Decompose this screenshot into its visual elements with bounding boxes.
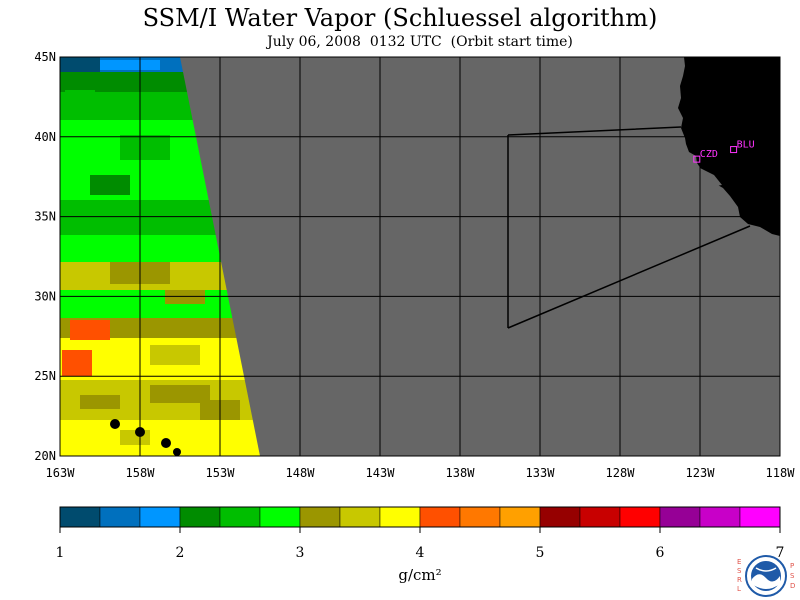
- colorbar-swatch: [379, 506, 421, 528]
- swath-patch: [60, 57, 100, 72]
- lon-tick-label: 143W: [366, 466, 396, 480]
- water-vapor-swath: [60, 57, 260, 456]
- svg-text:L: L: [737, 585, 741, 593]
- station-label: BLU: [737, 140, 755, 151]
- lat-tick-label: 35N: [34, 210, 56, 224]
- svg-text:R: R: [737, 576, 742, 584]
- colorbar-swatch: [339, 506, 381, 528]
- svg-text:S: S: [790, 572, 795, 580]
- station-marker: [693, 155, 701, 163]
- map-panel: CZD BLU: [59, 56, 781, 457]
- colorbar-swatch: [459, 506, 501, 528]
- colorbar-swatch: [99, 506, 141, 528]
- island: [161, 438, 171, 448]
- map-frame: [59, 56, 781, 457]
- station-label: CZD: [700, 149, 718, 160]
- lat-tick-label: 20N: [34, 449, 56, 463]
- lon-tick-label: 118W: [766, 466, 796, 480]
- lon-tick-label: 138W: [446, 466, 476, 480]
- colorbar-swatch: [59, 506, 101, 528]
- svg-text:S: S: [737, 567, 742, 575]
- longitude-labels: 163W 158W 153W 148W 143W 138W 133W 128W 123W 118W: [46, 466, 796, 480]
- colorbar-tick-label: 6: [656, 545, 665, 561]
- colorbar-tick-label: 7: [776, 545, 785, 561]
- swath-patch: [62, 350, 92, 376]
- colorbar-swatch: [619, 506, 661, 528]
- coastal-water-notch: [700, 168, 722, 186]
- lon-tick-label: 133W: [526, 466, 556, 480]
- lon-tick-label: 153W: [206, 466, 236, 480]
- swath-band: [60, 235, 222, 262]
- swath-band: [60, 200, 216, 235]
- colorbar-swatch: [499, 506, 541, 528]
- colorbar-swatch: [739, 506, 781, 528]
- colorbar-tick-label: 2: [176, 545, 185, 561]
- colorbar-tick-label: 4: [416, 545, 425, 561]
- swath-patch: [100, 60, 160, 70]
- lat-tick-label: 25N: [34, 369, 56, 383]
- lat-tick-label: 40N: [34, 130, 56, 144]
- colorbar-swatch: [139, 506, 181, 528]
- domain-boundary: [507, 126, 751, 329]
- colorbar-swatch: [659, 506, 701, 528]
- noaa-esrl-logo: E S R L P S D: [737, 555, 795, 597]
- station-markers: CZD BLU: [693, 140, 755, 163]
- swath-patch: [80, 395, 120, 409]
- lat-tick-label: 45N: [34, 50, 56, 64]
- swath-patch: [165, 290, 205, 304]
- colorbar-swatch: [419, 506, 461, 528]
- colorbar-tick-label: 3: [296, 545, 305, 561]
- swath-patch: [65, 90, 95, 104]
- colorbar-swatch: [219, 506, 261, 528]
- swath-band: [60, 72, 188, 92]
- colorbar-swatch: [179, 506, 221, 528]
- colorbar-unit: g/cm²: [398, 566, 442, 584]
- island: [173, 448, 181, 456]
- colorbar-swatch: [299, 506, 341, 528]
- svg-text:D: D: [790, 582, 795, 590]
- swath-patch: [120, 430, 150, 445]
- colorbar-swatch: [579, 506, 621, 528]
- coastline-land: [678, 57, 780, 236]
- island: [110, 419, 120, 429]
- swath-patch: [90, 175, 130, 195]
- lon-tick-label: 148W: [286, 466, 316, 480]
- lon-tick-label: 158W: [126, 466, 156, 480]
- colorbar-swatch: [699, 506, 741, 528]
- swath-patch: [120, 135, 170, 160]
- colorbar-swatch: [259, 506, 301, 528]
- lat-tick-label: 30N: [34, 289, 56, 303]
- lat-lon-grid: [59, 56, 781, 457]
- swath-patch: [150, 385, 210, 403]
- latitude-labels: 45N 40N 35N 30N 25N 20N: [34, 50, 56, 463]
- swath-patch: [70, 320, 110, 340]
- swath-band: [60, 420, 260, 456]
- svg-text:E: E: [737, 558, 741, 566]
- map-subtitle: July 06, 2008 0132 UTC (Orbit start time…: [267, 34, 573, 50]
- colorbar-labels: 1 2 3 4 5 6 7: [56, 527, 785, 561]
- swath-patch: [150, 345, 200, 365]
- svg-text:P: P: [790, 562, 794, 570]
- lon-tick-label: 163W: [46, 466, 76, 480]
- lon-tick-label: 128W: [606, 466, 636, 480]
- swath-band: [60, 290, 233, 318]
- map-title: SSM/I Water Vapor (Schluessel algorithm): [142, 4, 658, 32]
- lon-tick-label: 123W: [686, 466, 716, 480]
- colorbar-tick-label: 1: [56, 545, 65, 561]
- station-marker: [730, 146, 738, 154]
- colorbar-swatch: [539, 506, 581, 528]
- colorbar: [59, 506, 781, 528]
- colorbar-tick-label: 5: [536, 545, 545, 561]
